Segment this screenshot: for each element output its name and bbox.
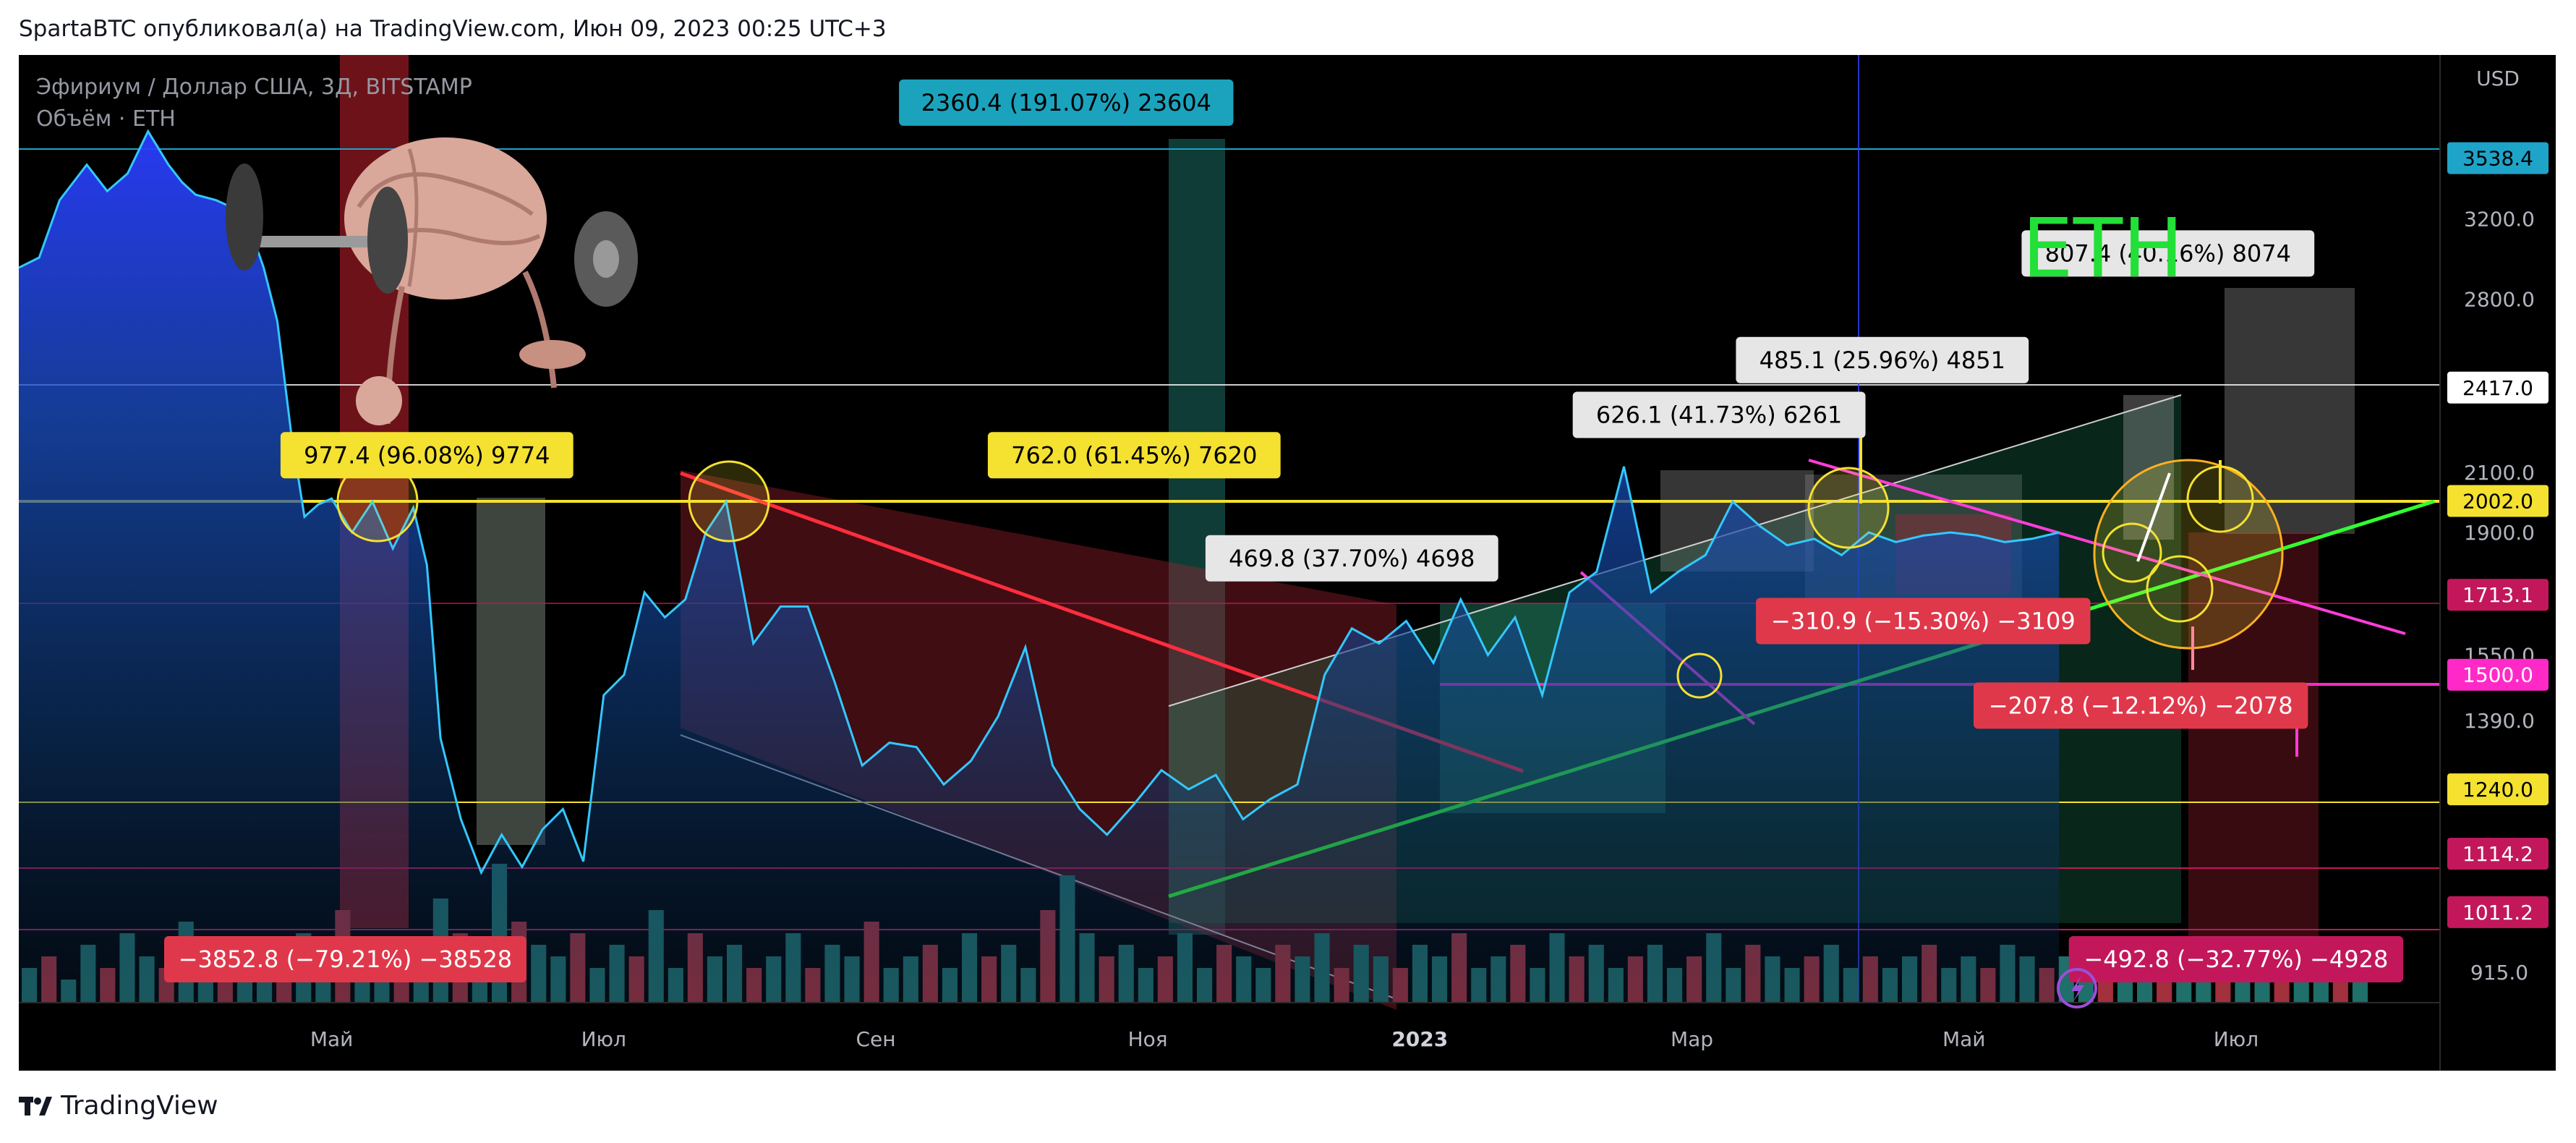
y-tick-label: 3200.0 [2464, 207, 2535, 231]
price-tag: 1713.1 [2447, 579, 2549, 611]
chart-area[interactable]: Май Июл Сен Ноя 2023 Мар Май Июл USD 915.0 1390.… [19, 55, 2556, 1071]
price-line [19, 129, 2060, 875]
measure-label: −310.9 (−15.30%) −3109 [1756, 598, 2091, 645]
svg-text:626.1 (41.73%) 6261: 626.1 (41.73%) 6261 [1596, 401, 1842, 429]
volume-bar [2352, 980, 2368, 1003]
svg-text:977.4 (96.08%) 9774: 977.4 (96.08%) 9774 [304, 441, 550, 469]
svg-text:1240.0: 1240.0 [2462, 778, 2533, 802]
svg-text:762.0 (61.45%) 7620: 762.0 (61.45%) 7620 [1011, 441, 1257, 469]
measure-labels: 2360.4 (191.07%) 23604 977.4 (96.08%) 977… [164, 79, 2404, 982]
svg-text:3538.4: 3538.4 [2462, 147, 2533, 171]
price-area [19, 131, 2060, 1003]
y-axis: 915.01390.01550.01900.02100.02800.03200.… [2464, 207, 2535, 985]
svg-text:1500.0: 1500.0 [2462, 663, 2533, 687]
x-tick-label: Май [1942, 1027, 1986, 1051]
price-tag: 2417.0 [2447, 371, 2549, 404]
measure-label: −207.8 (−12.12%) −2078 [1974, 682, 2308, 729]
price-tag: 3538.4 [2447, 142, 2549, 174]
volume-title: Объём · ETH [36, 106, 176, 132]
symbol-title: Эфириум / Доллар США, 3Д, BITSTAMP [36, 75, 472, 100]
svg-text:469.8 (37.70%) 4698: 469.8 (37.70%) 4698 [1229, 545, 1475, 572]
publication-header: SpartaBTC опубликовал(а) на TradingView.… [19, 16, 887, 42]
svg-text:1011.2: 1011.2 [2462, 901, 2533, 925]
price-tag: 2002.0 [2447, 485, 2549, 517]
y-tick-label: 2800.0 [2464, 287, 2535, 311]
measure-label: 469.8 (37.70%) 4698 [1205, 535, 1498, 582]
x-axis: Май Июл Сен Ноя 2023 Мар Май Июл [310, 1027, 2259, 1051]
x-tick-label: Сен [856, 1027, 895, 1051]
x-tick-label: Ноя [1128, 1027, 1168, 1051]
x-tick-label: Мар [1671, 1027, 1713, 1051]
y-tick-label: 915.0 [2470, 961, 2528, 985]
eth-big-label: ETH [2022, 202, 2183, 296]
svg-text:807.4 (40.16%) 8074: 807.4 (40.16%) 8074 [2045, 239, 2291, 267]
svg-text:2002.0: 2002.0 [2462, 490, 2533, 514]
lightning-icon[interactable] [2057, 968, 2097, 1008]
svg-text:2417.0: 2417.0 [2462, 376, 2533, 400]
measure-label: 807.4 (40.16%) 8074 [2021, 230, 2315, 277]
price-tag: 1240.0 [2447, 773, 2549, 806]
measure-label: 2360.4 (191.07%) 23604 [899, 79, 1234, 126]
currency-label: USD [2476, 67, 2520, 90]
svg-text:1114.2: 1114.2 [2462, 842, 2533, 866]
price-tag: 1114.2 [2447, 838, 2549, 870]
svg-text:−492.8 (−32.77%) −4928: −492.8 (−32.77%) −4928 [2084, 946, 2388, 973]
measure-label: −3852.8 (−79.21%) −38528 [164, 936, 526, 982]
measure-label: 977.4 (96.08%) 9774 [280, 432, 573, 479]
measure-label: 485.1 (25.96%) 4851 [1736, 336, 2029, 383]
price-labels: 3538.4 2417.0 2002.0 1713.1 1500.0 1240.0 1114… [2447, 142, 2549, 928]
brain-mascot-image [226, 137, 638, 425]
x-tick-label: 2023 [1391, 1027, 1448, 1051]
y-tick-label: 1390.0 [2464, 709, 2535, 733]
y-tick-label: 1900.0 [2464, 521, 2535, 545]
measure-label: 762.0 (61.45%) 7620 [987, 432, 1281, 479]
svg-text:485.1 (25.96%) 4851: 485.1 (25.96%) 4851 [1760, 347, 2005, 374]
svg-text:1713.1: 1713.1 [2462, 583, 2533, 607]
x-tick-label: Июл [581, 1027, 626, 1051]
svg-text:−207.8 (−12.12%) −2078: −207.8 (−12.12%) −2078 [1989, 692, 2293, 719]
x-tick-label: Июл [2214, 1027, 2259, 1051]
price-chart[interactable]: Май Июл Сен Ноя 2023 Мар Май Июл USD 915.0 1390.… [19, 55, 2556, 1071]
measure-label: 626.1 (41.73%) 6261 [1572, 391, 1866, 438]
tradingview-logo-icon [19, 1096, 52, 1116]
y-tick-label: 2100.0 [2464, 461, 2535, 485]
highlight-circles [336, 435, 2298, 757]
svg-text:2360.4 (191.07%) 23604: 2360.4 (191.07%) 23604 [921, 89, 1211, 116]
tradingview-wordmark: TradingView [61, 1091, 218, 1121]
tradingview-brand[interactable]: TradingView [19, 1091, 218, 1121]
x-tick-label: Май [310, 1027, 354, 1051]
svg-text:−3852.8 (−79.21%) −38528: −3852.8 (−79.21%) −38528 [179, 946, 513, 973]
price-tag: 1011.2 [2447, 896, 2549, 928]
measure-label: −492.8 (−32.77%) −4928 [2068, 936, 2404, 982]
svg-text:−310.9 (−15.30%) −3109: −310.9 (−15.30%) −3109 [1771, 608, 2076, 635]
price-tag: 1500.0 [2447, 658, 2549, 691]
